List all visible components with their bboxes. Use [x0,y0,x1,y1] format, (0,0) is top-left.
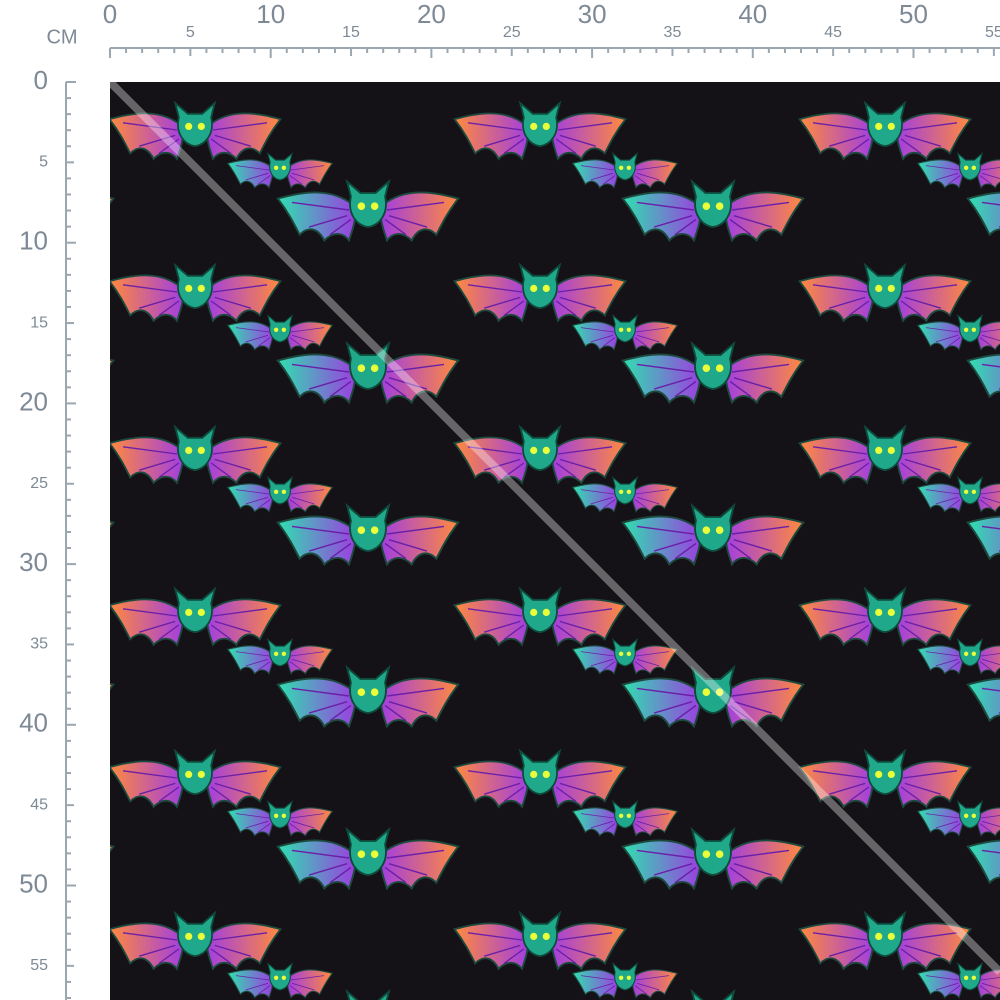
top-tick-label: 20 [417,0,446,29]
left-tick-label: 55 [30,957,48,974]
top-tick-label: 5 [186,24,195,41]
top-tick-label: 50 [899,0,928,29]
top-tick-label: 30 [578,0,607,29]
top-tick-label: 0 [103,0,117,29]
top-tick-label: 55 [985,24,1000,41]
top-tick-label: 45 [824,24,842,41]
left-tick-label: 20 [19,386,48,416]
left-tick-label: 45 [30,796,48,813]
fabric-swatch [110,82,1000,1000]
top-tick-label: 40 [738,0,767,29]
rulers: CM 0 5 10 15 20 25 30 35 40 45 50 55 0 5 10 15 20 25 30 35 4… [19,0,1000,1000]
left-tick-label: 10 [19,226,48,256]
left-tick-label: 15 [30,314,48,331]
left-tick-label: 35 [30,636,48,653]
left-tick-label: 0 [34,65,48,95]
top-tick-label: 25 [503,24,521,41]
unit-label: CM [46,26,77,48]
left-tick-label: 5 [39,154,48,171]
sheen [107,79,1000,975]
top-tick-label: 35 [664,24,682,41]
left-tick-label: 30 [19,547,48,577]
top-tick-label: 15 [342,24,360,41]
left-tick-label: 50 [19,868,48,898]
top-tick-label: 10 [256,0,285,29]
left-tick-label: 25 [30,475,48,492]
left-tick-label: 40 [19,708,48,738]
